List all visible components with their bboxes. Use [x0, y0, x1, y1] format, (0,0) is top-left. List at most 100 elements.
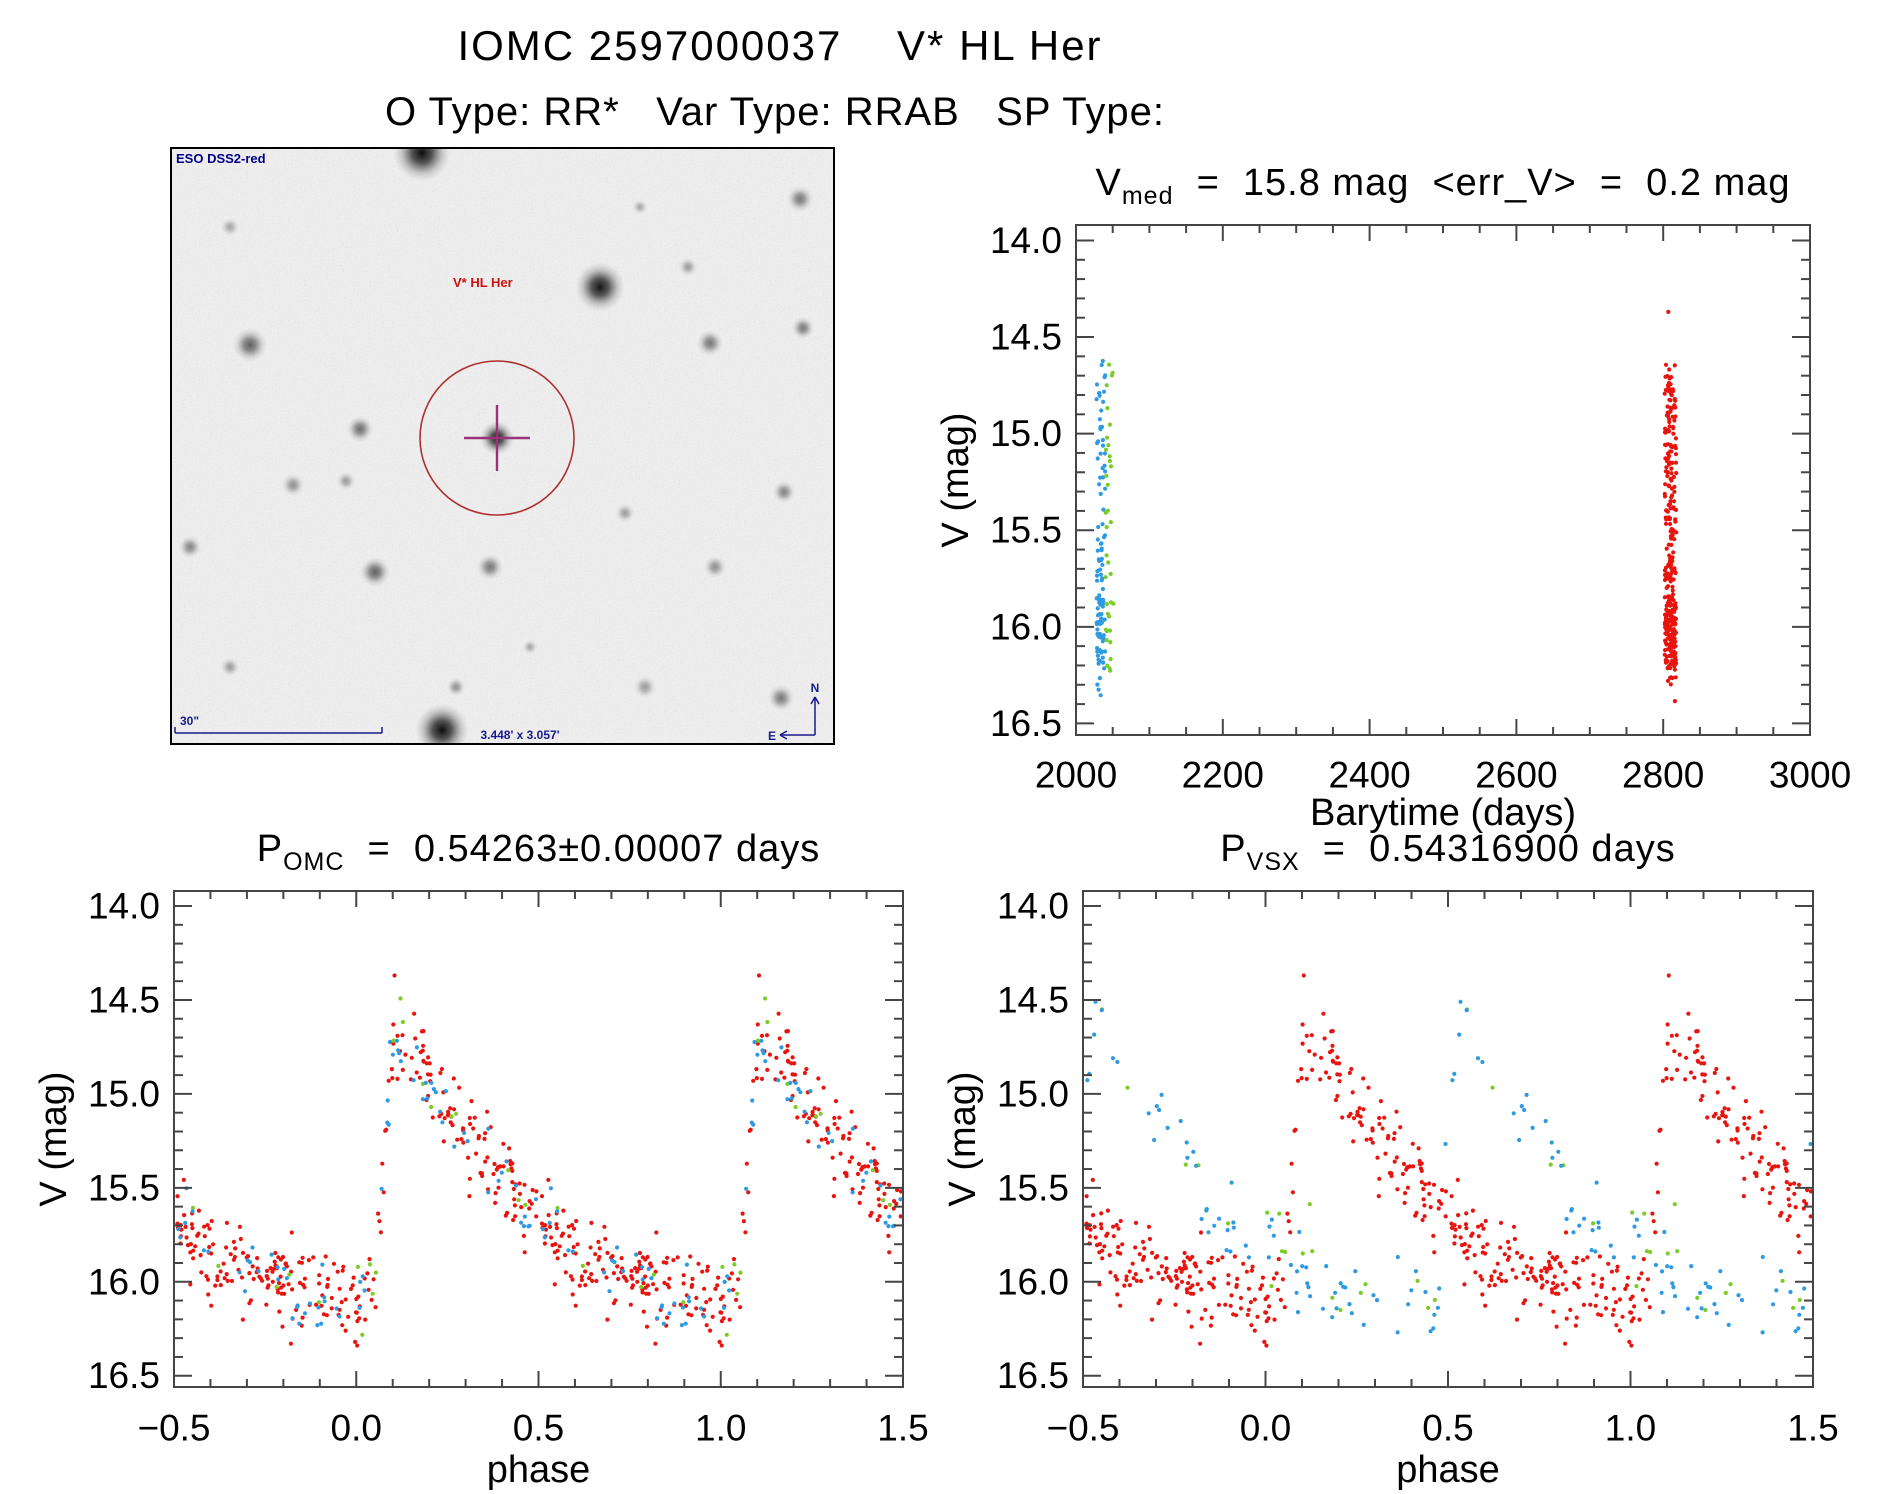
data-point	[175, 1194, 180, 1199]
data-point	[1431, 1233, 1436, 1238]
data-point	[188, 1282, 193, 1287]
data-point	[705, 1264, 710, 1269]
data-point	[355, 1264, 360, 1269]
data-point	[1669, 675, 1674, 680]
data-point	[1669, 628, 1674, 633]
data-point	[667, 1276, 672, 1281]
star-blob	[220, 217, 240, 237]
data-point	[1549, 1140, 1554, 1145]
data-point	[1569, 1208, 1574, 1213]
data-point	[1269, 1217, 1274, 1222]
data-point	[1666, 973, 1671, 978]
data-point	[895, 1187, 900, 1193]
data-point	[1114, 1277, 1120, 1282]
data-point	[1665, 678, 1671, 684]
data-point	[1246, 1307, 1251, 1312]
data-point	[355, 1343, 360, 1348]
data-point	[314, 1302, 319, 1307]
data-point	[1670, 555, 1675, 560]
data-point	[184, 1235, 189, 1240]
data-point	[1724, 1123, 1729, 1128]
data-point	[1470, 1208, 1475, 1213]
data-point	[331, 1261, 337, 1266]
data-point	[1669, 444, 1674, 449]
data-point	[855, 1171, 861, 1177]
data-point	[1340, 1115, 1345, 1120]
data-point	[429, 1104, 434, 1110]
data-point	[1102, 375, 1107, 380]
data-point	[276, 1277, 281, 1282]
data-point	[319, 1303, 324, 1308]
data-point	[1672, 609, 1677, 614]
data-point	[1452, 1071, 1457, 1076]
data-point	[329, 1295, 334, 1301]
data-point	[1642, 1211, 1647, 1216]
data-point	[1413, 1269, 1418, 1274]
data-point	[746, 1190, 751, 1195]
data-point	[1185, 1155, 1190, 1160]
data-point	[1665, 659, 1670, 664]
data-point	[637, 1250, 643, 1256]
data-point	[856, 1161, 862, 1167]
data-point	[823, 1137, 829, 1142]
data-point	[1452, 1241, 1457, 1246]
data-point	[1260, 1275, 1265, 1280]
data-point	[1552, 1274, 1557, 1279]
data-point	[1480, 1059, 1485, 1065]
data-point	[1673, 414, 1678, 419]
data-point	[275, 1290, 281, 1295]
data-point	[400, 1033, 405, 1038]
data-point	[283, 1261, 288, 1266]
data-point	[395, 1048, 401, 1053]
star-blob	[615, 503, 635, 523]
data-point	[521, 1233, 527, 1238]
axis-ticks	[1075, 225, 1811, 735]
data-point	[1634, 1284, 1639, 1289]
data-point	[876, 1186, 881, 1192]
data-point	[278, 1274, 283, 1279]
data-point	[1648, 1249, 1653, 1255]
data-point	[1357, 1106, 1362, 1111]
star-blob	[336, 471, 356, 491]
star-blob	[178, 535, 202, 559]
data-point	[547, 1220, 552, 1226]
data-point	[1359, 1123, 1364, 1128]
data-point	[1364, 1137, 1369, 1142]
data-point	[367, 1257, 372, 1262]
data-point	[1723, 1290, 1728, 1295]
data-point	[1409, 1288, 1414, 1293]
data-point	[765, 1019, 770, 1025]
data-point	[281, 1283, 286, 1288]
data-point	[543, 1227, 549, 1232]
data-point	[1199, 1287, 1204, 1292]
data-point	[250, 1264, 255, 1269]
data-point	[832, 1115, 837, 1121]
data-point	[654, 1316, 660, 1321]
data-point	[315, 1323, 320, 1328]
data-point	[1102, 451, 1107, 456]
data-point	[1127, 1283, 1132, 1288]
data-point	[1473, 1270, 1478, 1275]
data-point	[1133, 1220, 1139, 1225]
data-point	[1189, 1324, 1194, 1329]
data-point	[1108, 520, 1113, 525]
data-point	[1116, 1226, 1121, 1231]
data-point	[1106, 614, 1112, 619]
data-point	[1102, 1244, 1107, 1249]
data-point	[704, 1323, 709, 1328]
data-point	[645, 1254, 650, 1260]
data-point	[1796, 1233, 1801, 1238]
data-point	[1300, 1041, 1305, 1046]
data-point	[570, 1249, 575, 1254]
data-point	[887, 1250, 892, 1255]
data-point	[1538, 1302, 1543, 1307]
data-point	[616, 1276, 621, 1282]
data-point	[898, 1189, 904, 1194]
data-point	[549, 1235, 554, 1240]
data-point	[759, 1033, 765, 1038]
data-point	[1788, 1182, 1793, 1187]
data-point	[1574, 1260, 1579, 1265]
data-point	[1280, 1277, 1285, 1282]
data-point	[1505, 1257, 1510, 1262]
data-point	[1800, 1305, 1805, 1310]
